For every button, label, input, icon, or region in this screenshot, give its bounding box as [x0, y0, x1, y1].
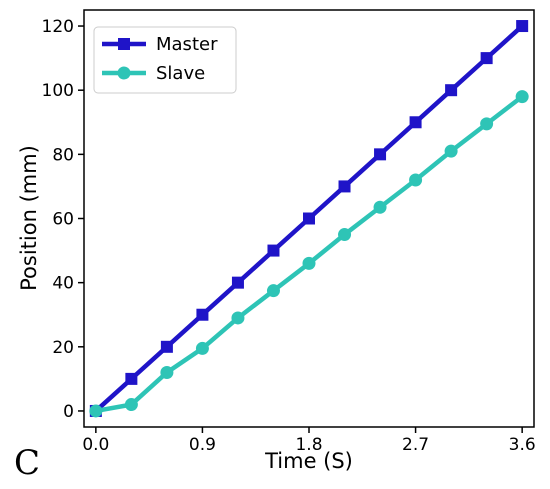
- legend-marker-master: [118, 38, 130, 50]
- data-point-slave: [266, 284, 280, 298]
- data-point-master: [125, 372, 138, 385]
- data-point-master: [445, 84, 458, 97]
- data-point-slave: [124, 398, 138, 412]
- data-point-master: [267, 244, 280, 257]
- data-point-slave: [480, 117, 494, 131]
- data-point-slave: [444, 144, 458, 158]
- data-point-slave: [373, 200, 387, 214]
- x-tick-label: 3.6: [509, 435, 536, 455]
- data-point-slave: [409, 173, 423, 187]
- data-point-master: [409, 116, 422, 129]
- y-axis-label: Position (mm): [17, 145, 41, 291]
- x-tick-label: 1.8: [295, 435, 322, 455]
- data-point-slave: [195, 341, 209, 355]
- data-point-slave: [302, 256, 316, 270]
- series-slave: [89, 90, 529, 418]
- y-tick-label: 40: [52, 274, 74, 294]
- legend-marker-slave: [117, 66, 131, 80]
- legend-label-slave: Slave: [156, 63, 205, 84]
- y-tick-label: 120: [42, 17, 74, 37]
- series-line-slave: [95, 94, 524, 414]
- x-tick-label: 0.9: [189, 435, 216, 455]
- series-layer: [89, 20, 529, 418]
- data-point-master: [196, 308, 209, 321]
- x-axis-label: Time (S): [264, 449, 353, 473]
- data-point-master: [480, 52, 493, 65]
- data-point-master: [160, 340, 173, 353]
- data-point-slave: [338, 228, 352, 242]
- data-point-master: [374, 148, 387, 161]
- y-tick-label: 0: [63, 402, 74, 422]
- y-tick-label: 80: [52, 145, 74, 165]
- data-point-master: [516, 20, 529, 33]
- data-point-slave: [89, 404, 103, 418]
- y-tick-label: 20: [52, 338, 74, 358]
- data-point-master: [338, 180, 351, 193]
- y-axis: 0 20 40 60 80 100 120: [42, 17, 84, 422]
- y-tick-label: 100: [42, 81, 74, 101]
- data-point-master: [303, 212, 315, 225]
- y-tick-label: 60: [52, 210, 74, 230]
- data-point-slave: [231, 311, 245, 325]
- x-tick-label: 2.7: [402, 435, 429, 455]
- data-point-slave: [160, 365, 174, 379]
- x-tick-label: 0.0: [82, 435, 109, 455]
- x-axis: 0.0 0.9 1.8 2.7 3.6: [82, 427, 536, 455]
- data-point-master: [231, 276, 244, 289]
- panel-label: C: [14, 443, 40, 483]
- data-point-slave: [515, 90, 529, 104]
- legend-label-master: Master: [156, 34, 218, 55]
- legend: Master Slave: [93, 26, 237, 94]
